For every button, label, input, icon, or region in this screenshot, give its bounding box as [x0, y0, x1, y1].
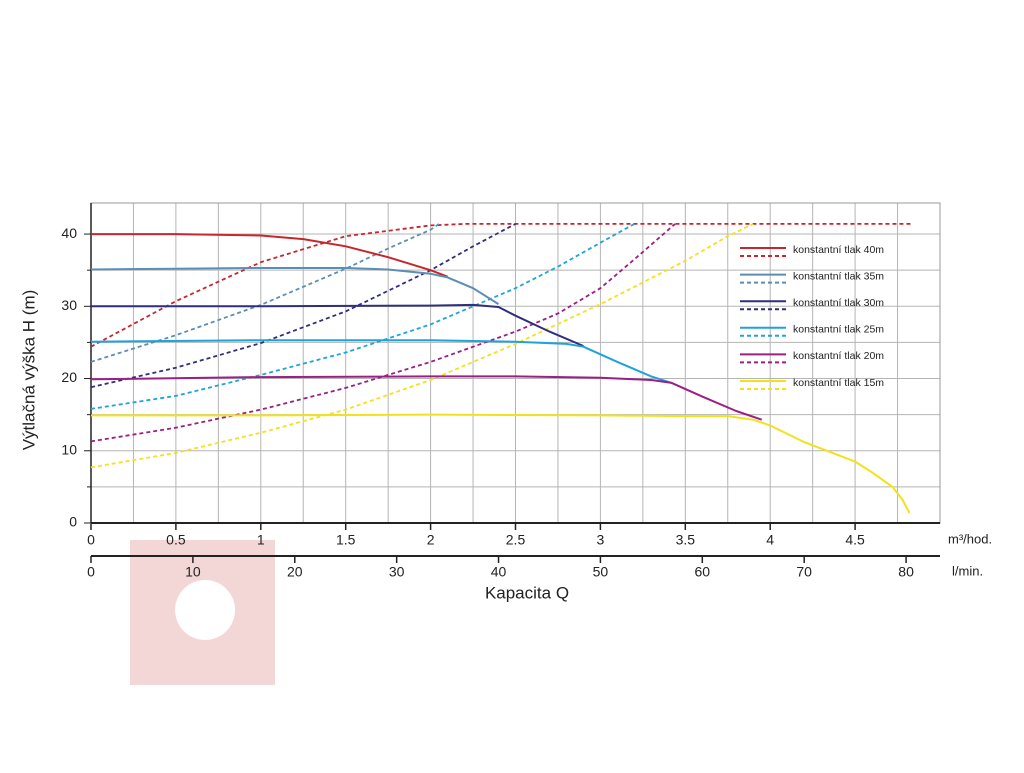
pump-curve: [90, 375, 763, 421]
x-tick-label: 1.5: [336, 532, 356, 548]
x-tick-label: 4: [766, 532, 774, 548]
x-axis-label: Kapacita Q: [485, 583, 569, 602]
x2-unit: l/min.: [952, 563, 983, 578]
x2-tick-label: 70: [796, 564, 812, 580]
y-tick-label: 20: [61, 369, 77, 385]
y-tick-label: 30: [61, 297, 77, 313]
legend-label: konstantní tlak 40m: [793, 244, 884, 256]
x2-tick-label: 40: [491, 564, 507, 580]
legend-label: konstantní tlak 25m: [793, 324, 884, 336]
y-tick-label: 40: [61, 225, 77, 241]
pump-curve: [90, 267, 500, 305]
x-tick-label: 0: [87, 532, 95, 548]
pressure-line: [90, 223, 635, 410]
x-tick-label: 0.5: [166, 532, 186, 548]
y-tick-label: 0: [69, 514, 77, 530]
pressure-line: [90, 223, 440, 363]
x2-tick-label: 30: [389, 564, 405, 580]
legend-label: konstantní tlak 15m: [793, 377, 884, 389]
x-unit: m³/hod.: [948, 531, 992, 546]
x2-tick-label: 60: [695, 564, 711, 580]
pump-curve: [91, 413, 911, 514]
pressure-line: [90, 223, 754, 469]
legend-label: konstantní tlak 30m: [793, 297, 884, 309]
watermark-logo: [130, 540, 275, 685]
x2-tick-label: 0: [87, 564, 95, 580]
legend-label: konstantní tlak 35m: [793, 270, 884, 282]
y-tick-label: 10: [61, 441, 77, 457]
pump-curve: [90, 339, 673, 384]
pressure-line: [90, 223, 516, 389]
x-tick-label: 2: [427, 532, 435, 548]
y-axis-label: Výtlačná výška H (m): [19, 290, 38, 451]
watermark: [130, 540, 275, 685]
pump-curve: [91, 303, 584, 347]
pump-curve: [91, 233, 448, 278]
pressure-line: [90, 223, 676, 443]
x2-tick-label: 10: [185, 564, 201, 580]
x2-tick-label: 50: [593, 564, 609, 580]
x2-tick-label: 20: [287, 564, 303, 580]
x-tick-label: 2.5: [506, 532, 526, 548]
x-tick-label: 3: [597, 532, 605, 548]
x-tick-label: 3.5: [676, 532, 696, 548]
x-tick-label: 4.5: [845, 532, 865, 548]
x2-tick-label: 80: [898, 564, 914, 580]
legend-label: konstantní tlak 20m: [793, 350, 884, 362]
x-tick-label: 1: [257, 532, 265, 548]
